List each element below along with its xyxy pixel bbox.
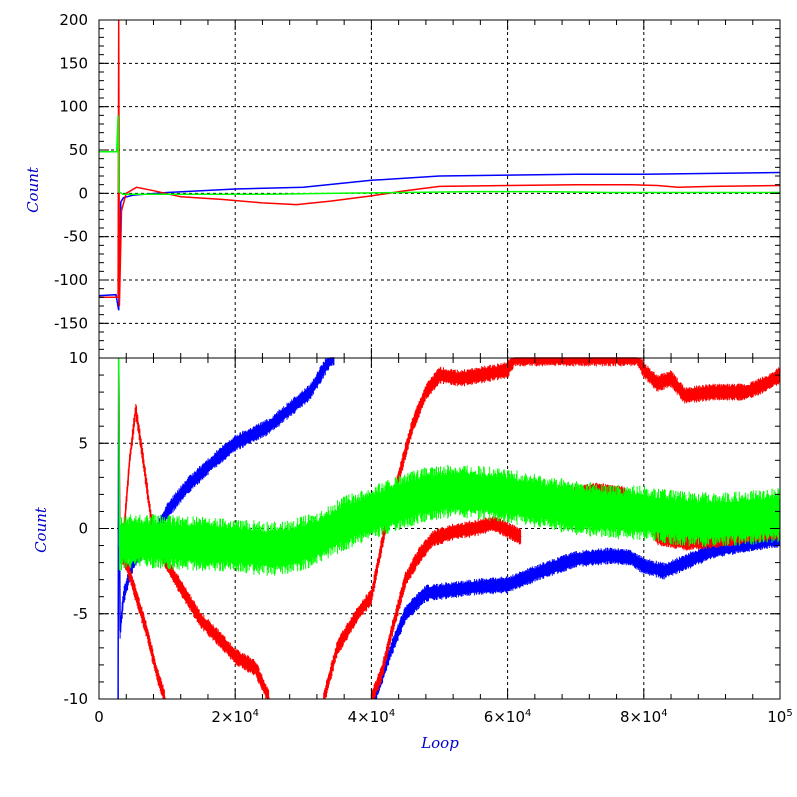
top-y-tick-label: -100	[54, 271, 88, 289]
x-tick-label: 8×104	[620, 708, 668, 726]
top-y-tick-label: -150	[54, 314, 88, 332]
top-y-tick-label: 150	[59, 54, 88, 72]
top-plot-frame	[98, 19, 781, 359]
top-y-tick-label: 50	[69, 141, 88, 159]
bot-series-noise	[370, 516, 522, 699]
top-y-axis-title: Count	[24, 166, 42, 213]
bot-y-tick-label: 0	[78, 520, 88, 538]
x-tick-label: 6×104	[484, 708, 532, 726]
bottom-y-axis-title: Count	[32, 506, 50, 553]
x-tick-labels: 0 2×104 4×104 6×104 8×104 105	[94, 708, 793, 726]
bot-series-line	[370, 522, 522, 700]
bot-series-noise	[323, 358, 780, 699]
x-tick-label: 105	[767, 708, 792, 726]
bottom-series	[117, 357, 781, 700]
top-panel: 200 150 100 50 0 -50 -100 -150 Count	[24, 11, 781, 359]
x-axis-title: Loop	[420, 734, 459, 752]
top-grid	[99, 20, 780, 358]
bottom-ticks	[98, 357, 781, 700]
bot-series-noise	[118, 547, 165, 699]
top-y-tick-label: 0	[78, 184, 88, 202]
top-series-line	[99, 19, 781, 307]
bot-y-tick-label: -5	[73, 605, 88, 623]
top-ticks	[98, 19, 781, 359]
top-y-tick-label: 200	[59, 11, 88, 29]
top-y-tick-labels: 200 150 100 50 0 -50 -100 -150	[54, 11, 88, 332]
x-tick-label: 0	[94, 708, 104, 726]
bot-y-tick-label: 10	[69, 349, 88, 367]
top-series-line	[99, 115, 780, 195]
bottom-y-tick-labels: 10 5 0 -5 -10	[64, 349, 89, 708]
top-y-tick-label: 100	[59, 98, 88, 116]
bot-series-noise	[118, 358, 780, 576]
bot-y-tick-label: 5	[78, 434, 88, 452]
top-series	[98, 19, 781, 311]
bot-y-tick-label: -10	[64, 690, 89, 708]
x-tick-label: 2×104	[211, 708, 259, 726]
top-y-tick-label: -50	[64, 228, 89, 246]
bot-series-noise	[373, 530, 780, 699]
x-tick-label: 4×104	[348, 708, 396, 726]
